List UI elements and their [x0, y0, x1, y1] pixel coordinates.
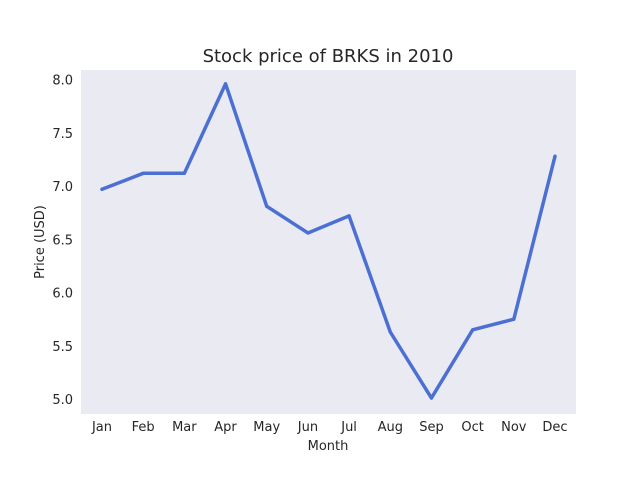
data-point: [388, 330, 392, 334]
x-tick-label: Jun: [297, 420, 318, 435]
x-tick-label: May: [253, 420, 280, 435]
data-point: [429, 396, 434, 400]
x-tick-label: Sep: [419, 420, 444, 435]
data-point: [223, 82, 228, 86]
y-tick-label: 8.0: [52, 74, 73, 89]
x-tick-label: Dec: [542, 420, 567, 435]
x-tick-label: Apr: [214, 420, 237, 435]
x-tick-label: Aug: [378, 420, 403, 435]
x-tick-label: Nov: [501, 420, 527, 435]
y-axis-label: Price (USD): [33, 205, 48, 279]
plot-area: [81, 70, 576, 414]
y-tick-label: 6.0: [52, 287, 73, 302]
y-axis-ticks: 5.0 5.5 6.0 6.5 7.0 7.5 8.0: [52, 74, 73, 409]
y-tick-label: 6.5: [52, 233, 73, 248]
x-axis-label: Month: [308, 439, 349, 454]
data-point: [471, 328, 475, 332]
series-layer: [100, 82, 557, 400]
data-point: [347, 214, 351, 218]
x-axis-ticks: Jan Feb Mar Apr May Jun Jul Aug Sep Oct Nov Dec: [91, 420, 568, 435]
data-point: [182, 171, 186, 175]
x-tick-label: Oct: [461, 420, 483, 435]
series-line: [100, 82, 557, 400]
data-point: [306, 231, 310, 235]
x-tick-label: Mar: [172, 420, 197, 435]
y-tick-label: 7.0: [52, 180, 73, 195]
chart-title: Stock price of BRKS in 2010: [203, 46, 454, 67]
x-tick-label: Jul: [340, 420, 357, 435]
y-tick-label: 7.5: [52, 127, 73, 142]
y-tick-label: 5.5: [52, 340, 73, 355]
data-point: [141, 171, 145, 175]
y-tick-label: 5.0: [52, 393, 73, 408]
data-point: [100, 187, 104, 191]
data-point: [265, 204, 269, 208]
x-tick-label: Feb: [132, 420, 155, 435]
data-point: [512, 317, 516, 321]
data-point: [553, 154, 557, 158]
x-tick-label: Jan: [91, 420, 112, 435]
